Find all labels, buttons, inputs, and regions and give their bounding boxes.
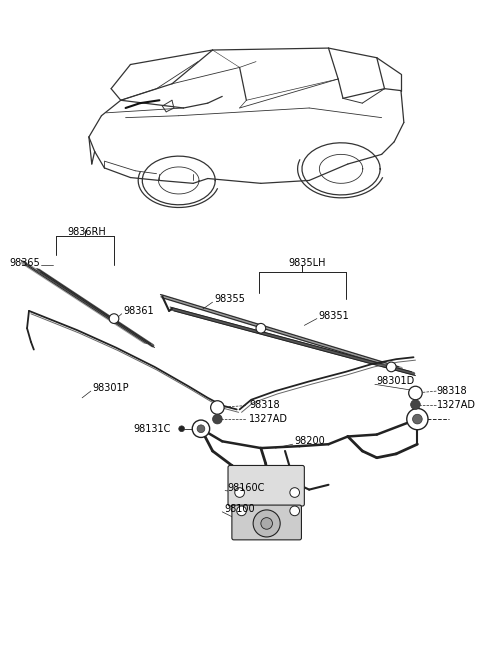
Text: 1327AD: 1327AD (249, 414, 288, 424)
Text: 98355: 98355 (215, 294, 245, 304)
Circle shape (386, 362, 396, 372)
Circle shape (253, 510, 280, 537)
Text: 9835LH: 9835LH (288, 257, 325, 267)
Circle shape (407, 409, 428, 429)
Text: 98361: 98361 (124, 306, 154, 316)
Circle shape (179, 426, 184, 431)
Circle shape (412, 414, 422, 424)
Circle shape (237, 506, 246, 515)
Circle shape (211, 401, 224, 414)
Circle shape (290, 506, 300, 515)
Circle shape (235, 488, 244, 497)
Text: 98200: 98200 (295, 436, 325, 446)
Text: 98365: 98365 (10, 257, 40, 267)
Circle shape (192, 420, 210, 437)
Circle shape (239, 468, 254, 483)
Text: 98131C: 98131C (133, 424, 171, 433)
Circle shape (197, 425, 205, 433)
Text: 1327AD: 1327AD (437, 400, 476, 410)
Circle shape (261, 475, 276, 491)
Text: 98160C: 98160C (227, 482, 264, 493)
Text: 9836RH: 9836RH (68, 226, 107, 237)
Text: 98301D: 98301D (377, 376, 415, 386)
Circle shape (213, 414, 222, 424)
Text: 98301P: 98301P (93, 383, 130, 393)
Circle shape (256, 323, 266, 333)
Text: 98318: 98318 (249, 400, 280, 410)
FancyBboxPatch shape (232, 505, 301, 540)
Text: 98100: 98100 (224, 504, 255, 514)
Circle shape (290, 488, 300, 497)
Circle shape (109, 314, 119, 323)
FancyBboxPatch shape (228, 466, 304, 506)
Circle shape (408, 386, 422, 400)
Text: 98351: 98351 (319, 310, 349, 321)
Text: 98318: 98318 (437, 386, 468, 396)
Circle shape (261, 517, 273, 530)
Circle shape (410, 400, 420, 409)
